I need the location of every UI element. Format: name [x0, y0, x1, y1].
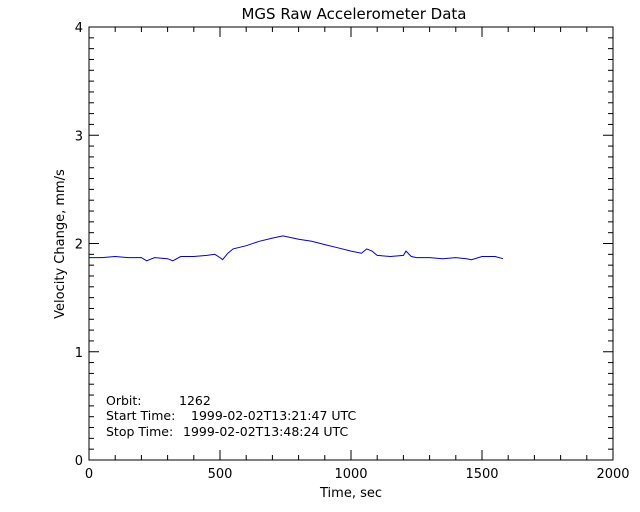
- start-time-value: 1999-02-02T13:21:47 UTC: [191, 408, 356, 423]
- x-axis-tick-labels: 0 500 1000 1500 2000: [85, 467, 630, 482]
- x-tick-label: 0: [85, 467, 93, 482]
- x-axis-label: Time, sec: [319, 486, 382, 501]
- y-axis-label: Velocity Change, mm/s: [53, 169, 68, 319]
- velocity-change-series-line: [89, 235, 504, 262]
- x-axis-ticks: [88, 27, 614, 460]
- plot-frame: [88, 26, 614, 461]
- orbit-value: 1262: [179, 393, 211, 408]
- y-axis-ticks: [89, 26, 613, 461]
- x-tick-label: 500: [208, 467, 233, 482]
- start-time-label: Start Time:: [106, 408, 175, 423]
- x-tick-label: 2000: [596, 467, 629, 482]
- y-tick-label: 0: [75, 454, 83, 469]
- y-axis-tick-labels: 0 1 2 3 4: [75, 21, 83, 469]
- stop-time-value: 1999-02-02T13:48:24 UTC: [183, 424, 348, 439]
- y-tick-label: 1: [75, 346, 83, 361]
- y-tick-label: 2: [75, 238, 83, 253]
- stop-time-label: Stop Time:: [106, 424, 173, 439]
- annotation-block: Orbit: 1262 Start Time: 1999-02-02T13:21…: [106, 393, 356, 439]
- x-tick-label: 1500: [465, 467, 498, 482]
- y-tick-label: 4: [75, 21, 83, 36]
- x-tick-label: 1000: [334, 467, 367, 482]
- y-tick-label: 3: [75, 129, 83, 144]
- orbit-label: Orbit:: [106, 393, 142, 408]
- chart-title: MGS Raw Accelerometer Data: [241, 5, 466, 23]
